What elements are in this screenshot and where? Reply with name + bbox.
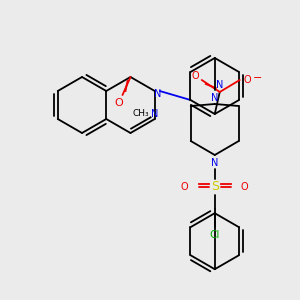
Text: N: N xyxy=(151,109,158,119)
Text: N: N xyxy=(211,93,218,103)
Text: N: N xyxy=(211,158,218,168)
Text: O: O xyxy=(192,71,200,81)
Text: O: O xyxy=(244,75,252,85)
Text: N: N xyxy=(216,80,224,90)
Text: O: O xyxy=(181,182,189,192)
Text: CH₃: CH₃ xyxy=(132,109,149,118)
Text: S: S xyxy=(211,181,219,194)
Text: Cl: Cl xyxy=(210,230,220,240)
Text: O: O xyxy=(241,182,249,192)
Text: O: O xyxy=(114,98,123,108)
Text: −: − xyxy=(253,73,262,83)
Text: N: N xyxy=(154,89,161,99)
